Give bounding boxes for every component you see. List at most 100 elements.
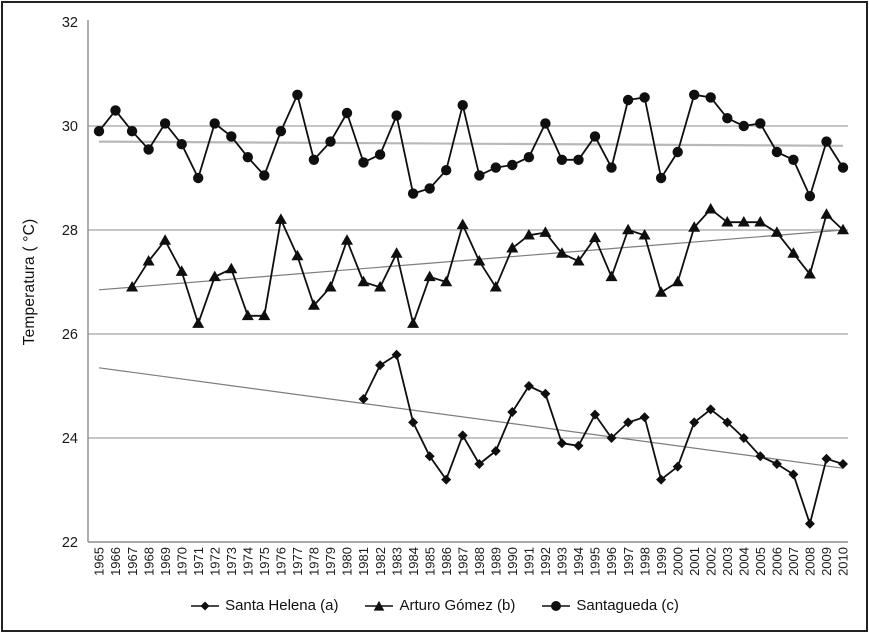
marker-triangle bbox=[655, 286, 668, 297]
x-tick-label: 1999 bbox=[654, 547, 669, 576]
marker-circle bbox=[490, 162, 501, 173]
x-tick-label: 1995 bbox=[588, 547, 603, 576]
trendline-0 bbox=[98, 367, 844, 469]
x-tick-label: 1970 bbox=[174, 547, 189, 576]
marker-triangle bbox=[787, 247, 800, 258]
marker-circle bbox=[689, 89, 700, 101]
x-tick-label: 1965 bbox=[92, 547, 107, 576]
marker-diamond bbox=[804, 518, 815, 529]
x-tick-label: 1982 bbox=[373, 547, 388, 576]
marker-triangle bbox=[192, 317, 205, 328]
marker-circle bbox=[226, 131, 237, 142]
marker-circle bbox=[275, 126, 287, 137]
x-tick-label: 1996 bbox=[604, 547, 619, 576]
marker-circle bbox=[821, 136, 832, 147]
x-tick-label: 1972 bbox=[207, 547, 222, 576]
x-tick-label: 2004 bbox=[737, 547, 752, 576]
series-line-2 bbox=[98, 93, 844, 198]
x-tick-label: 2006 bbox=[770, 547, 785, 576]
x-tick-label: 1997 bbox=[621, 547, 636, 576]
marker-triangle bbox=[489, 281, 502, 292]
marker-triangle bbox=[258, 309, 271, 321]
marker-diamond bbox=[639, 412, 650, 423]
marker-diamond bbox=[705, 404, 716, 415]
marker-triangle bbox=[605, 270, 618, 282]
marker-triangle bbox=[341, 234, 353, 245]
series-line-0 bbox=[362, 353, 844, 525]
x-tick-label: 1976 bbox=[274, 547, 289, 576]
x-tick-label: 2002 bbox=[703, 547, 718, 576]
marker-diamond bbox=[523, 381, 534, 391]
marker-circle bbox=[407, 188, 419, 199]
marker-diamond bbox=[672, 461, 683, 472]
marker-diamond bbox=[457, 430, 468, 441]
marker-triangle bbox=[225, 262, 238, 274]
legend-marker-diamond bbox=[191, 601, 220, 610]
marker-diamond bbox=[507, 407, 518, 417]
x-tick-label: 1981 bbox=[356, 547, 371, 576]
marker-circle bbox=[292, 89, 303, 101]
x-tick-label: 1989 bbox=[489, 547, 504, 576]
marker-diamond bbox=[441, 474, 452, 485]
x-tick-label: 1994 bbox=[571, 547, 586, 576]
marker-circle bbox=[606, 162, 617, 173]
marker-circle bbox=[391, 110, 402, 121]
marker-triangle bbox=[241, 309, 254, 321]
x-tick-label: 1971 bbox=[191, 547, 206, 576]
x-tick-label: 1984 bbox=[406, 547, 421, 576]
legend-label-santagueda: Santagueda (c) bbox=[576, 597, 679, 614]
legend-item-santagueda: Santagueda (c) bbox=[541, 597, 679, 614]
x-tick-label: 1986 bbox=[439, 547, 454, 576]
marker-circle bbox=[523, 152, 535, 163]
y-tick-label: 26 bbox=[62, 327, 78, 343]
marker-circle bbox=[771, 146, 783, 158]
marker-circle bbox=[126, 126, 138, 137]
x-tick-label: 1975 bbox=[257, 547, 272, 576]
marker-triangle bbox=[324, 281, 337, 292]
x-tick-label: 2008 bbox=[803, 547, 818, 576]
marker-triangle bbox=[820, 208, 833, 219]
marker-triangle bbox=[770, 226, 783, 237]
marker-triangle bbox=[704, 203, 717, 214]
marker-diamond bbox=[722, 417, 733, 428]
marker-circle bbox=[556, 154, 568, 165]
y-tick-label: 24 bbox=[62, 431, 78, 447]
marker-diamond bbox=[771, 459, 782, 469]
marker-triangle bbox=[589, 231, 601, 243]
marker-triangle bbox=[423, 270, 436, 282]
marker-circle bbox=[110, 105, 121, 116]
marker-triangle bbox=[274, 213, 287, 224]
x-tick-label: 2000 bbox=[670, 547, 685, 576]
marker-triangle bbox=[837, 223, 849, 235]
x-tick-label: 1974 bbox=[241, 547, 256, 576]
marker-triangle bbox=[456, 218, 469, 230]
marker-diamond bbox=[821, 453, 832, 464]
marker-triangle bbox=[522, 229, 535, 240]
marker-triangle bbox=[208, 270, 221, 282]
marker-triangle bbox=[440, 275, 453, 287]
y-tick-label: 32 bbox=[62, 15, 78, 31]
marker-triangle bbox=[159, 234, 172, 245]
legend-marker-circle bbox=[542, 600, 571, 611]
legend-marker-triangle bbox=[365, 600, 394, 611]
marker-triangle bbox=[506, 242, 519, 253]
y-axis-title: Temperatura ( °C) bbox=[21, 218, 38, 346]
marker-diamond bbox=[606, 433, 617, 443]
marker-diamond bbox=[755, 451, 766, 462]
marker-triangle bbox=[473, 255, 486, 266]
legend-item-arturo-gomez: Arturo Gómez (b) bbox=[364, 597, 515, 614]
x-tick-label: 1983 bbox=[389, 547, 404, 576]
x-tick-label: 1988 bbox=[472, 547, 487, 576]
x-tick-label: 2009 bbox=[819, 547, 834, 576]
x-tick-label: 2005 bbox=[753, 547, 768, 576]
marker-triangle bbox=[721, 216, 734, 227]
x-tick-label: 1985 bbox=[422, 547, 437, 576]
x-tick-label: 2003 bbox=[720, 547, 735, 576]
x-tick-label: 1998 bbox=[637, 547, 652, 576]
marker-circle bbox=[424, 183, 435, 194]
x-tick-label: 1966 bbox=[108, 547, 123, 576]
x-tick-label: 1992 bbox=[538, 547, 553, 576]
marker-diamond bbox=[556, 438, 567, 449]
marker-circle bbox=[622, 94, 634, 106]
marker-diamond bbox=[540, 388, 551, 399]
